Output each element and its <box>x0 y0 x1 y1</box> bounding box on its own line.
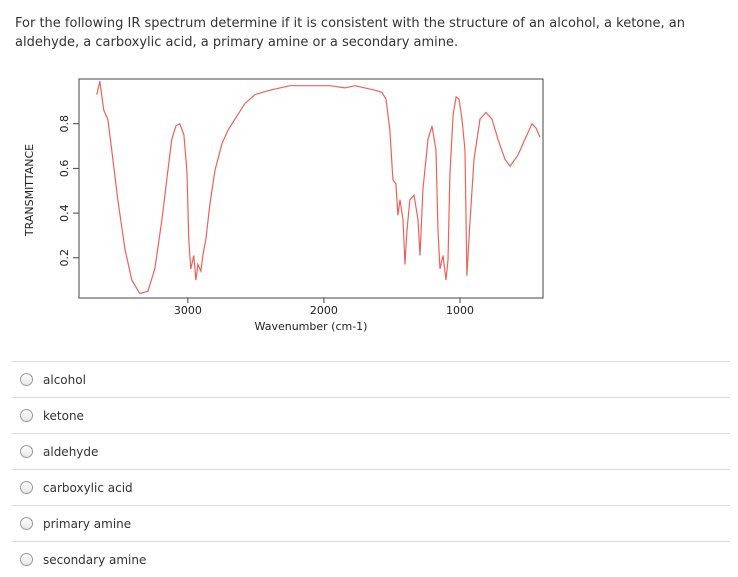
radio-button[interactable] <box>20 445 33 458</box>
x-axis-label: Wavenumber (cm-1) <box>255 320 368 333</box>
chart: Wavenumber (cm-1) TRANSMITTANCE 3000 2000… <box>23 78 544 333</box>
y-tick-label: 0.2 <box>58 249 71 267</box>
question: For the following IR spectrum determine … <box>15 16 685 50</box>
option-label[interactable]: carboxylic acid <box>43 480 133 495</box>
option[interactable]: aldehyde <box>12 433 730 469</box>
x-tick-label: 1000 <box>446 304 474 317</box>
radio-button[interactable] <box>20 517 33 530</box>
y-tick-label: 0.4 <box>58 204 71 222</box>
y-axis-label: TRANSMITTANCE <box>23 144 36 237</box>
option[interactable]: ketone <box>12 397 730 433</box>
option[interactable]: primary amine <box>12 505 730 541</box>
y-tick-label: 0.6 <box>58 160 71 178</box>
x-tick-label: 2000 <box>310 304 338 317</box>
radio-button[interactable] <box>20 409 33 422</box>
radio-button[interactable] <box>20 481 33 494</box>
option-label[interactable]: aldehyde <box>43 444 99 459</box>
radio-button[interactable] <box>20 553 33 566</box>
radio-button[interactable] <box>20 373 33 386</box>
option[interactable]: carboxylic acid <box>12 469 730 505</box>
option[interactable]: alcohol <box>12 361 730 397</box>
option-label[interactable]: primary amine <box>43 516 132 531</box>
x-tick-label: 3000 <box>174 304 202 317</box>
option-label[interactable]: secondary amine <box>43 552 147 567</box>
y-tick-label: 0.8 <box>58 115 71 133</box>
option-label[interactable]: alcohol <box>43 372 86 387</box>
plot-frame <box>78 78 544 299</box>
option[interactable]: secondary amine <box>12 541 730 577</box>
spectrum-line <box>96 81 541 295</box>
option-label[interactable]: ketone <box>43 408 84 423</box>
